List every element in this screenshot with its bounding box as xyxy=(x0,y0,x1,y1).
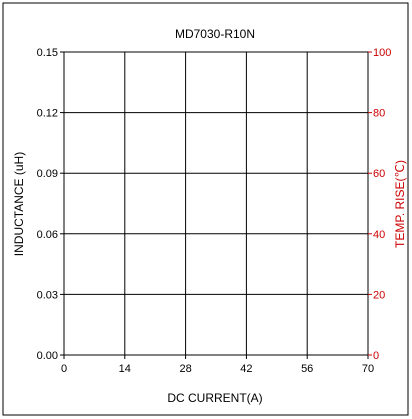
y2-tick-label: 80 xyxy=(373,108,385,120)
y-tick-label: 0.06 xyxy=(37,229,58,241)
y-tick-label: 0.03 xyxy=(37,289,58,301)
chart-frame xyxy=(2,2,409,416)
y-tick-label: 0.09 xyxy=(37,168,58,180)
x-tick-label: 14 xyxy=(119,363,131,375)
x-tick-label: 56 xyxy=(301,363,313,375)
y2-axis-ticks: 0 20 40 60 80 100 xyxy=(368,47,391,362)
chart-title: MD7030-R10N xyxy=(175,27,255,41)
grid xyxy=(64,52,368,355)
x-tick-label: 0 xyxy=(61,363,67,375)
y2-axis-label: TEMP. RISE(℃) xyxy=(393,160,407,248)
y-axis-label: INDUCTANCE (uH) xyxy=(12,152,26,256)
y-tick-label: 0.15 xyxy=(37,47,58,59)
y2-tick-label: 60 xyxy=(373,168,385,180)
y2-tick-label: 100 xyxy=(373,47,391,59)
y-tick-label: 0.12 xyxy=(37,108,58,120)
y2-tick-label: 40 xyxy=(373,229,385,241)
x-tick-label: 28 xyxy=(179,363,191,375)
y-tick-label: 0.00 xyxy=(37,350,58,362)
x-tick-label: 42 xyxy=(240,363,252,375)
x-tick-label: 70 xyxy=(362,363,374,375)
y2-tick-label: 0 xyxy=(373,350,379,362)
plot-area xyxy=(63,51,369,356)
y2-tick-label: 20 xyxy=(373,289,385,301)
x-axis-ticks: 0 14 28 42 56 70 xyxy=(61,355,374,375)
x-axis-label: DC CURRENT(A) xyxy=(167,391,262,405)
y-axis-ticks: 0.00 0.03 0.06 0.09 0.12 0.15 xyxy=(37,47,64,362)
